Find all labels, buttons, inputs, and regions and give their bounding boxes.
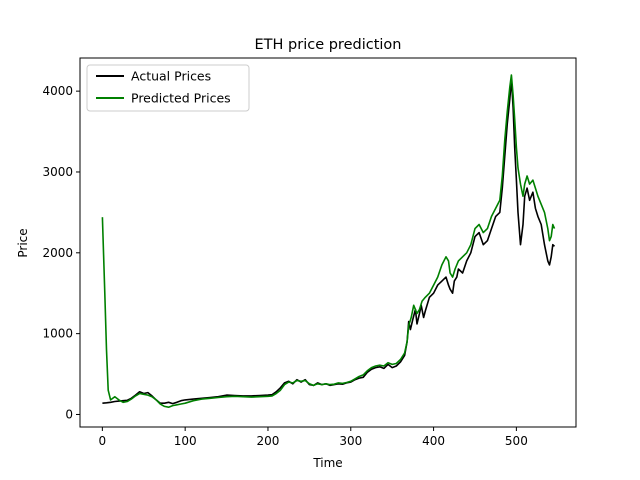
plot-frame — [79, 57, 577, 428]
y-tick-label: 0 — [65, 407, 73, 421]
x-tick-label: 0 — [99, 434, 107, 448]
legend-label-predicted: Predicted Prices — [131, 91, 231, 106]
x-tick-label: 200 — [257, 434, 280, 448]
y-tick-label: 3000 — [42, 165, 73, 179]
ticks-layer: 0 100 200 300 400 500 0 1000 2000 3000 4000 — [42, 84, 527, 448]
x-tick-label: 400 — [422, 434, 445, 448]
x-tick-label: 500 — [505, 434, 528, 448]
y-tick-label: 4000 — [42, 84, 73, 98]
series-line-actual — [102, 78, 556, 405]
y-tick-label: 1000 — [42, 327, 73, 341]
legend-box — [86, 64, 250, 112]
series-line-predicted — [101, 74, 556, 409]
y-tick-label: 2000 — [42, 246, 73, 260]
y-axis-label: Price — [16, 228, 30, 257]
legend: Actual Prices Predicted Prices — [86, 64, 250, 112]
chart-title: ETH price prediction — [255, 37, 402, 53]
x-axis-label: Time — [312, 456, 342, 470]
x-tick-label: 100 — [174, 434, 197, 448]
series-layer — [101, 74, 556, 409]
legend-label-actual: Actual Prices — [131, 69, 211, 84]
x-tick-label: 300 — [339, 434, 362, 448]
